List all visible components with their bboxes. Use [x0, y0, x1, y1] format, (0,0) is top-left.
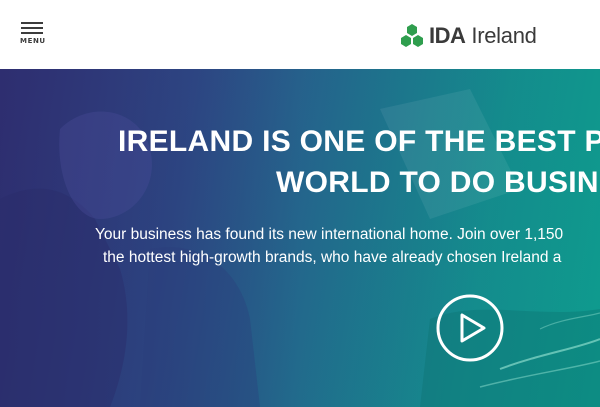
menu-button[interactable]: MENU	[20, 22, 50, 48]
play-icon	[436, 294, 504, 362]
menu-label: MENU	[20, 37, 46, 45]
hero-subtitle-line-2: the hottest high-growth brands, who have…	[103, 249, 562, 266]
site-header: MENU IDA Ireland	[0, 0, 600, 69]
logo-text-ida: IDA	[429, 22, 466, 48]
logo-text-ireland: Ireland	[471, 22, 537, 48]
hero-title-line-1: IRELAND IS ONE OF THE BEST P	[118, 125, 600, 158]
ida-ireland-logo[interactable]: IDA Ireland	[398, 22, 537, 49]
hero-subtitle: Your business has found its new internat…	[0, 223, 600, 273]
hero-subtitle-line-1: Your business has found its new internat…	[95, 226, 564, 243]
hexagon-cluster-icon	[401, 23, 423, 47]
play-video-button[interactable]	[435, 293, 505, 363]
hero-banner: IRELAND IS ONE OF THE BEST P WORLD TO DO…	[0, 69, 600, 407]
hero-background-image	[0, 69, 600, 407]
hamburger-icon	[20, 22, 46, 34]
hero-title: IRELAND IS ONE OF THE BEST P WORLD TO DO…	[0, 121, 600, 211]
hero-title-line-2: WORLD TO DO BUSIN	[276, 166, 599, 199]
